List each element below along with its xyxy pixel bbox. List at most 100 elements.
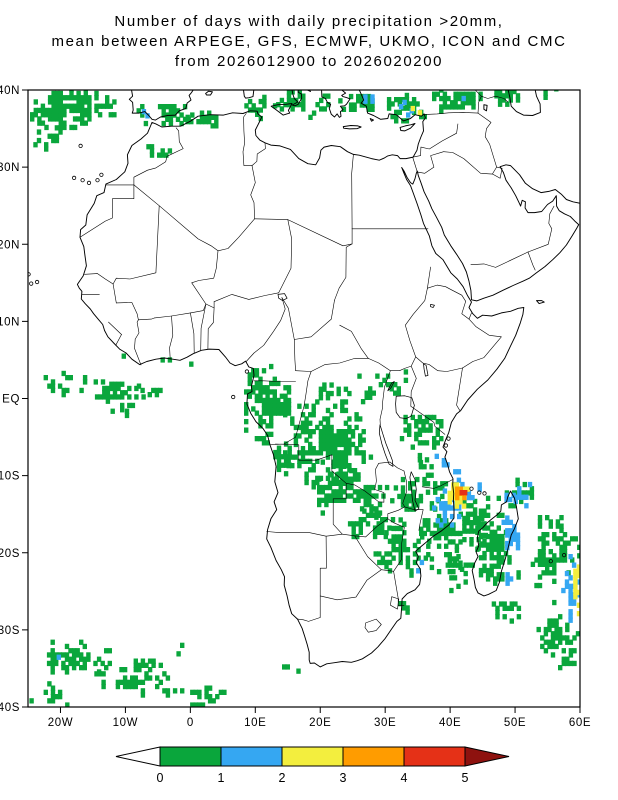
- precip-region-level-1: [185, 110, 219, 129]
- precip-region-level-1: [283, 382, 374, 490]
- precip-region-level-1: [110, 408, 130, 419]
- border-line-23: [134, 319, 140, 340]
- precip-shading: [29, 90, 580, 707]
- precip-region-level-2: [466, 482, 482, 501]
- coastline-socotra: [536, 300, 545, 305]
- lat-tick-label-10S: 10S: [0, 471, 20, 483]
- coastlines: [76, 90, 580, 668]
- lon-tick-label-10W: 10W: [113, 717, 138, 729]
- border-line-75: [474, 90, 482, 97]
- small-island: [78, 143, 83, 149]
- border-line-26: [278, 219, 292, 294]
- border-line-42: [456, 367, 463, 412]
- colorbar-tick-label-2: 2: [279, 771, 286, 785]
- border-line-40: [462, 318, 502, 369]
- colorbar-tick-label-3: 3: [340, 771, 347, 785]
- small-island: [71, 175, 77, 181]
- colorbar-tick-label-1: 1: [218, 771, 225, 785]
- border-line-4: [250, 165, 256, 220]
- border-line-48: [402, 470, 407, 508]
- border-line-36: [405, 287, 428, 358]
- border-line-72: [423, 112, 479, 115]
- border-line-58: [342, 533, 355, 537]
- small-island: [443, 443, 448, 448]
- precip-region-level-1: [146, 144, 173, 158]
- coastline-afro-eurasia: [76, 90, 580, 668]
- precip-region-level-1: [176, 642, 185, 657]
- coastline-rhodes: [369, 118, 374, 122]
- border-line-13: [191, 250, 219, 284]
- precip-region-level-1: [282, 664, 301, 674]
- lake-albert: [387, 381, 395, 392]
- border-line-31: [281, 297, 335, 340]
- precip-region-level-1: [121, 353, 126, 359]
- border-line-79: [492, 166, 503, 179]
- precip-region-level-1: [33, 125, 63, 152]
- lake-victoria: [395, 395, 415, 419]
- border-line-7: [112, 205, 160, 285]
- precip-region-level-2: [363, 94, 375, 104]
- country-borders: [79, 90, 555, 633]
- lon-tick-label-0: 0: [187, 717, 194, 729]
- small-islands: [28, 143, 567, 564]
- lon-tick-label-20E: 20E: [309, 717, 331, 729]
- border-line-38: [427, 284, 466, 302]
- lon-tick-label-50E: 50E: [504, 717, 526, 729]
- precip-region-level-2: [416, 559, 425, 574]
- precip-region-level-1: [190, 685, 227, 707]
- precip-region-level-1: [491, 601, 522, 624]
- precip-region-level-1: [46, 639, 112, 675]
- lake-chad: [277, 293, 288, 301]
- border-line-62: [297, 617, 321, 622]
- lon-tick-label-30E: 30E: [374, 717, 396, 729]
- colorbar-cell-4: [403, 746, 466, 767]
- precip-region-level-1: [317, 455, 390, 520]
- border-line-35: [368, 356, 416, 371]
- colorbar-tick-label-4: 4: [401, 771, 408, 785]
- axis-labels: 40N 30N 20N 10N EQ 10S 20S 30S 40S 20W 10W 0 10E 20E 3…: [0, 85, 591, 729]
- lat-tick-label-EQ: EQ: [2, 394, 20, 406]
- small-island: [561, 552, 567, 558]
- border-line-68: [412, 157, 418, 172]
- border-line-66: [364, 618, 382, 633]
- small-island: [469, 486, 474, 491]
- border-line-15: [213, 292, 279, 302]
- lat-tick-label-40N: 40N: [0, 85, 20, 97]
- precip-region-level-1: [516, 515, 580, 606]
- border-line-46: [379, 408, 383, 425]
- small-island: [477, 490, 482, 495]
- border-line-56: [332, 483, 347, 535]
- coastline-apulia: [305, 90, 311, 92]
- precip-region-level-1: [43, 370, 106, 398]
- coastline-sicily: [270, 103, 293, 116]
- border-line-54: [269, 371, 312, 446]
- coastline-italy-toe: [291, 90, 303, 107]
- border-line-53: [275, 443, 347, 484]
- small-island: [35, 279, 40, 285]
- lakes: [277, 293, 435, 512]
- border-line-11: [138, 317, 155, 321]
- precip-region-level-1: [357, 369, 409, 405]
- border-line-8: [84, 273, 114, 285]
- precip-region-level-2: [56, 654, 61, 660]
- border-line-78: [527, 251, 536, 271]
- precip-region-level-1: [30, 90, 117, 131]
- precip-region-level-1: [386, 92, 427, 124]
- small-island: [548, 559, 553, 564]
- border-line-20: [134, 338, 142, 366]
- precip-region-level-1: [445, 554, 475, 594]
- coastline-crete: [342, 125, 362, 130]
- precip-region-level-1: [94, 658, 185, 698]
- border-line-69: [412, 123, 459, 158]
- border-line-61: [319, 535, 327, 618]
- precip-region-level-3: [573, 564, 580, 617]
- border-line-34: [295, 358, 369, 372]
- border-line-39: [461, 301, 472, 320]
- small-island: [231, 394, 236, 400]
- border-line-5: [251, 142, 266, 166]
- lake-turkana: [423, 363, 429, 377]
- precip-region-level-2: [461, 95, 466, 102]
- border-line-64: [387, 518, 405, 572]
